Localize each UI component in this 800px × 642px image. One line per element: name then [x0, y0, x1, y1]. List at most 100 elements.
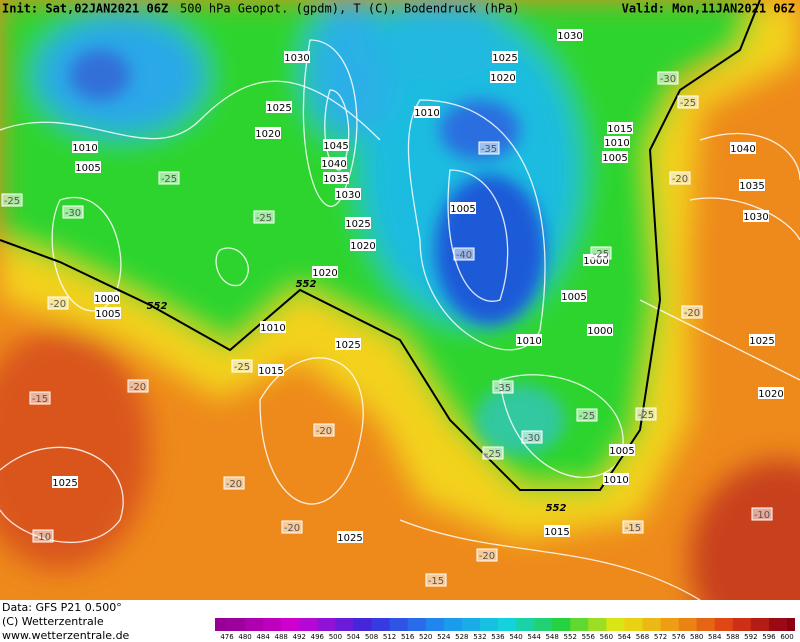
temperature-label-box: [476, 548, 498, 562]
colorbar-segment: [624, 618, 643, 631]
pressure-label-box: [94, 292, 120, 304]
temperature-label: -10: [35, 532, 51, 543]
temperature-label-box: [1, 193, 23, 207]
pressure-label-box: [345, 217, 371, 229]
pressure-label-box: [544, 525, 570, 537]
temperature-label: -20: [50, 299, 66, 310]
temperature-label: -25: [579, 411, 595, 422]
colorbar-segment: [714, 618, 734, 631]
isobar: [259, 357, 364, 505]
colorbar-segment: [570, 618, 589, 631]
colorbar-segment: [642, 618, 662, 631]
pressure-label: 1005: [75, 163, 100, 174]
colorbar-segment: [787, 618, 795, 631]
temperature-label: -25: [485, 449, 501, 460]
colorbar-tick-label: 576: [672, 633, 686, 641]
temperature-label-box: [521, 430, 543, 444]
temperature-label: -25: [593, 249, 609, 260]
field-warm: [0, 330, 150, 570]
colorbar-tick-label: 532: [473, 633, 486, 641]
header-valid: Valid: Mon,11JAN2021 06Z: [622, 2, 795, 16]
temperature-label-box: [492, 380, 514, 394]
pressure-label: 1030: [335, 190, 360, 201]
colorbar-segment: [281, 618, 300, 631]
temperature-label: -30: [660, 74, 676, 85]
colorbar-segment: [263, 618, 282, 631]
colorbar-tick-label: 568: [636, 633, 649, 641]
colorbar: 476 480 484 488 492 496 500 504 508 512 516 520 524 5…: [215, 618, 795, 641]
field-yellow: [0, 0, 800, 540]
pressure-label: 1005: [602, 153, 627, 164]
map-labels: 1030 1025 1020 1030 1025 1020 1010 1015 1010 1005…: [1, 29, 784, 587]
colorbar-tick-label: 476: [220, 633, 234, 641]
temperature-label-box: [158, 171, 180, 185]
colorbar-tick-label: 572: [654, 633, 667, 641]
temperature-label-box: [576, 408, 598, 422]
temperature-label: -15: [428, 576, 444, 587]
pressure-label: 1040: [730, 144, 755, 155]
pressure-label-box: [490, 71, 516, 83]
colorbar-tick-label: 556: [582, 633, 596, 641]
footer-url: www.wetterzentrale.de: [2, 629, 130, 642]
pressure-label-box: [312, 266, 338, 278]
colorbar-tick-label: 504: [347, 633, 361, 641]
pressure-label: 1015: [258, 366, 283, 377]
pressure-label-box: [350, 239, 376, 251]
pressure-label-box: [95, 307, 121, 319]
colorbar-tick-label: 512: [383, 633, 396, 641]
temperature-label-box: [32, 529, 54, 543]
colorbar-segment: [750, 618, 770, 631]
colorbar-segment: [497, 618, 517, 631]
pressure-label-box: [739, 179, 765, 191]
geopotential-label: 552: [546, 503, 567, 514]
field-colder: [435, 175, 545, 325]
colorbar-tick-label: 488: [275, 633, 288, 641]
colorbar-segment: [461, 618, 481, 631]
pressure-label: 1015: [544, 527, 569, 538]
temperature-label: -20: [130, 382, 146, 393]
pressure-label: 1020: [312, 268, 337, 279]
temperature-label: -20: [684, 308, 700, 319]
pressure-label-box: [337, 531, 363, 543]
pressure-label: 1005: [609, 446, 634, 457]
temperature-label: -20: [672, 174, 688, 185]
pressure-label-box: [75, 161, 101, 173]
colorbar-tick-label: 600: [780, 633, 793, 641]
temperature-label: -25: [234, 362, 250, 373]
pressure-label: 1035: [739, 181, 764, 192]
pressure-label-box: [72, 141, 98, 153]
colorbar-segment: [588, 618, 607, 631]
pressure-label: 1025: [266, 103, 291, 114]
colorbar-segment: [371, 618, 391, 631]
temperature-label: -30: [524, 433, 540, 444]
temperature-label-box: [622, 520, 644, 534]
temperature-label-box: [657, 71, 679, 85]
pressure-label: 1010: [604, 138, 629, 149]
temperature-label-box: [453, 247, 475, 261]
pressure-label-box: [255, 127, 281, 139]
colorbar-segment: [443, 618, 463, 631]
colorbar-segment: [215, 618, 227, 631]
temperature-label: -20: [284, 523, 300, 534]
colorbar-tick-label: 508: [365, 633, 378, 641]
temperature-label-box: [751, 507, 773, 521]
pressure-label: 1010: [516, 336, 541, 347]
colorbar-tick-label: 480: [238, 633, 251, 641]
temperature-label-box: [231, 359, 253, 373]
pressure-label: 1025: [749, 336, 774, 347]
isobar: [215, 247, 249, 287]
pressure-label-box: [557, 29, 583, 41]
footer-copyright: (C) Wetterzentrale: [2, 615, 104, 628]
pressure-label-box: [52, 476, 78, 488]
colorbar-tick-label: 580: [690, 633, 703, 641]
pressure-label: 1025: [492, 53, 517, 64]
pressure-label: 1005: [95, 309, 120, 320]
pressure-label-box: [284, 51, 310, 63]
colorbar-tick-label: 492: [293, 633, 306, 641]
temperature-label: -35: [481, 144, 497, 155]
pressure-label-box: [323, 139, 349, 151]
colorbar-tick-label: 536: [491, 633, 505, 641]
pressure-label-box: [492, 51, 518, 63]
temperature-label-box: [127, 379, 149, 393]
